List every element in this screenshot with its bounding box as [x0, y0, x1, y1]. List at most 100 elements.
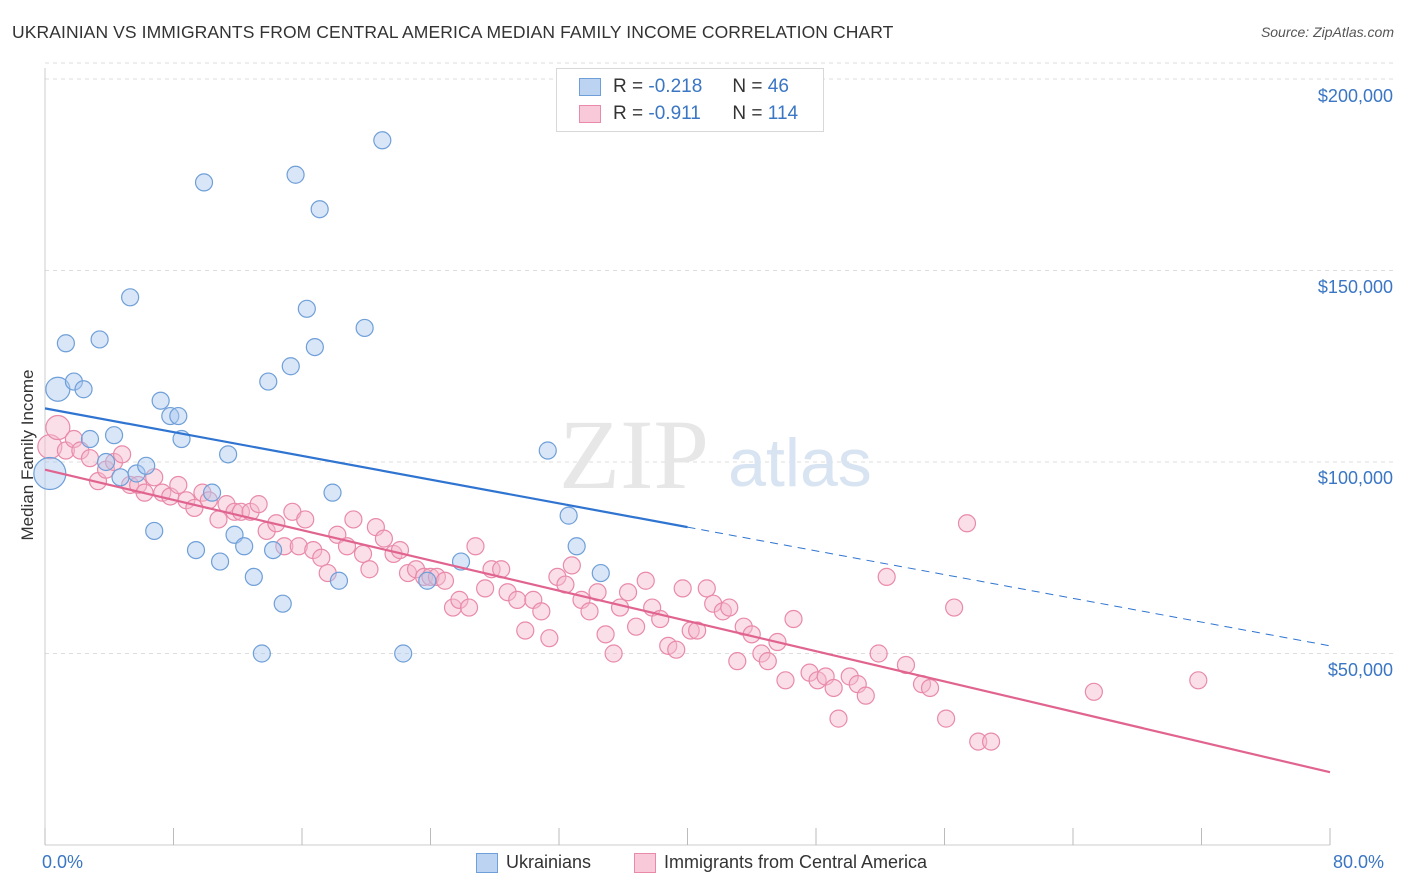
data-point [127, 464, 146, 483]
data-point [618, 583, 638, 602]
y-tick-100000: $100,000 [1317, 468, 1393, 488]
data-point [169, 406, 188, 426]
data-point [937, 709, 956, 728]
data-point [728, 652, 747, 671]
ukrainian-trend-line [44, 407, 688, 529]
correlation-legend: R = -0.218 N = 46 R = -0.911 N = 114 [556, 68, 824, 132]
data-point [532, 602, 551, 621]
data-point [329, 571, 349, 590]
data-point [435, 571, 455, 590]
data-point [466, 537, 485, 556]
data-point [281, 357, 300, 376]
legend-row-central-america: R = -0.911 N = 114 [579, 102, 798, 126]
data-point [263, 540, 283, 560]
data-point [259, 372, 278, 391]
data-point [981, 732, 1001, 751]
data-point [90, 330, 109, 349]
legend-r-value: -0.911 [648, 103, 701, 124]
ukrainian-points [33, 131, 610, 663]
data-point [538, 441, 557, 460]
data-point [418, 571, 437, 590]
data-point [104, 426, 124, 445]
data-point [626, 617, 646, 636]
data-point [720, 598, 739, 617]
data-point [516, 621, 535, 640]
data-point [145, 521, 164, 541]
data-point [219, 445, 238, 464]
grid-lines [45, 62, 1395, 654]
legend-item-central-america: Immigrants from Central America [634, 852, 927, 873]
data-point [210, 552, 230, 571]
chart-title: UKRAINIAN VS IMMIGRANTS FROM CENTRAL AME… [12, 22, 894, 42]
data-point [498, 583, 517, 602]
data-point [80, 429, 100, 449]
data-point [559, 506, 578, 525]
data-point [194, 173, 214, 192]
data-point [784, 609, 803, 629]
data-point [829, 709, 848, 728]
data-point [37, 434, 63, 460]
watermark-atlas: atlas [728, 425, 872, 501]
data-point [869, 644, 888, 663]
central-america-trend-line [44, 468, 1331, 774]
data-point [776, 671, 795, 690]
y-tick-200000: $200,000 [1317, 86, 1393, 106]
x-tick-max: 80.0% [1333, 852, 1385, 872]
data-point [856, 686, 875, 705]
data-point [476, 579, 495, 598]
data-point [323, 483, 342, 502]
legend-n-label: N = [732, 76, 763, 97]
data-point [596, 625, 615, 644]
legend-n-value: 114 [767, 103, 799, 124]
data-point [957, 514, 977, 533]
data-point [920, 678, 940, 698]
data-point [580, 602, 599, 621]
trend-lines [44, 407, 1331, 774]
data-point [289, 537, 308, 556]
data-point [202, 483, 222, 502]
legend-swatch-pink [634, 852, 656, 873]
legend-r-value: -0.218 [648, 76, 703, 97]
x-tick-min: 0.0% [42, 852, 84, 872]
data-point [373, 131, 392, 150]
data-point [450, 590, 469, 609]
data-point [111, 468, 130, 487]
legend-item-ukrainians: Ukrainians [476, 852, 591, 873]
legend-row-ukrainians: R = -0.218 N = 46 [579, 75, 789, 99]
data-point [312, 548, 331, 567]
watermark: ZIP atlas [559, 399, 872, 510]
data-point [667, 640, 686, 659]
data-point [56, 334, 75, 353]
data-point [344, 510, 363, 529]
source-label: Source: ZipAtlas.com [1260, 24, 1394, 40]
data-point [310, 200, 329, 219]
data-point [235, 537, 254, 556]
legend-r-label: R = [613, 76, 644, 97]
data-point [121, 288, 140, 307]
data-point [688, 621, 707, 640]
data-point [824, 678, 843, 698]
data-point [374, 529, 394, 548]
data-point [297, 299, 316, 318]
data-point [80, 449, 100, 468]
y-tick-50000: $50,000 [1327, 660, 1393, 680]
data-point [137, 456, 156, 475]
data-point [353, 544, 373, 564]
data-point [1189, 671, 1208, 690]
central-america-points [37, 414, 1208, 751]
y-tick-150000: $150,000 [1317, 277, 1393, 297]
legend-r-label: R = [613, 103, 644, 124]
legend-swatch-blue [476, 852, 498, 873]
ukrainian-trend-extension [687, 526, 1331, 647]
data-point [355, 318, 374, 338]
data-point [305, 338, 324, 357]
data-point [209, 510, 228, 529]
legend-swatch-pink [579, 105, 601, 123]
legend-n-value: 46 [767, 76, 789, 97]
data-point [151, 391, 170, 410]
legend-swatch-blue [579, 78, 601, 96]
data-point [169, 475, 188, 495]
data-point [758, 652, 777, 671]
data-point [286, 165, 305, 184]
